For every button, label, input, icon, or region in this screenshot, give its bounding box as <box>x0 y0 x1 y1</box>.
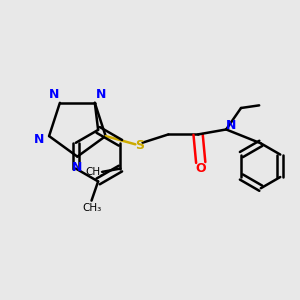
Text: N: N <box>34 133 44 146</box>
Text: N: N <box>226 119 237 132</box>
Text: N: N <box>96 88 106 101</box>
Text: CH₃: CH₃ <box>82 203 101 213</box>
Text: O: O <box>195 162 206 175</box>
Text: CH₃: CH₃ <box>85 167 105 177</box>
Text: N: N <box>72 160 82 173</box>
Text: N: N <box>49 88 59 101</box>
Text: S: S <box>135 140 144 152</box>
